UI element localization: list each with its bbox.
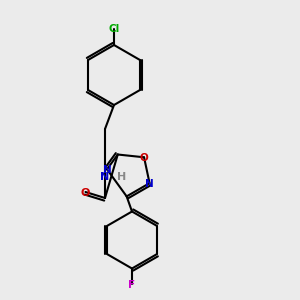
Text: Cl: Cl bbox=[108, 25, 120, 34]
Text: F: F bbox=[128, 280, 136, 290]
Text: O: O bbox=[140, 153, 148, 163]
Text: N: N bbox=[100, 172, 109, 182]
Text: H: H bbox=[117, 172, 126, 182]
Text: N: N bbox=[103, 165, 111, 175]
Text: N: N bbox=[145, 179, 154, 189]
Text: O: O bbox=[81, 188, 90, 198]
